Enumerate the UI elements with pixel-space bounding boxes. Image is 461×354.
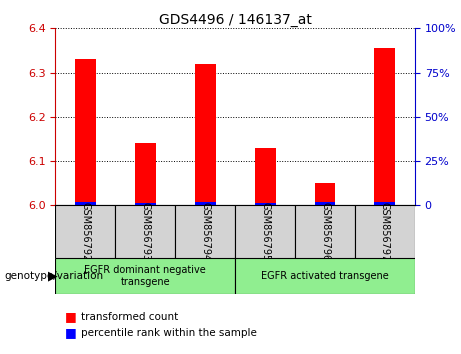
- Text: GSM856796: GSM856796: [320, 202, 330, 262]
- FancyBboxPatch shape: [355, 205, 415, 258]
- Bar: [75, 202, 96, 205]
- Bar: [254, 203, 276, 205]
- Bar: [314, 183, 336, 205]
- Text: EGFR activated transgene: EGFR activated transgene: [261, 271, 389, 281]
- Bar: [135, 143, 156, 205]
- Text: GSM856792: GSM856792: [80, 202, 90, 262]
- Text: transformed count: transformed count: [81, 312, 178, 322]
- FancyBboxPatch shape: [175, 205, 235, 258]
- Bar: [135, 203, 156, 205]
- Text: ■: ■: [65, 310, 76, 323]
- FancyBboxPatch shape: [235, 205, 295, 258]
- Title: GDS4496 / 146137_at: GDS4496 / 146137_at: [159, 13, 312, 27]
- Bar: [374, 202, 396, 205]
- FancyBboxPatch shape: [55, 258, 235, 294]
- Text: GSM856793: GSM856793: [140, 202, 150, 262]
- FancyBboxPatch shape: [235, 258, 415, 294]
- FancyBboxPatch shape: [295, 205, 355, 258]
- FancyBboxPatch shape: [55, 205, 115, 258]
- Bar: [374, 48, 396, 205]
- Text: GSM856797: GSM856797: [380, 202, 390, 262]
- Bar: [254, 148, 276, 205]
- Bar: [195, 202, 216, 205]
- Text: GSM856794: GSM856794: [200, 202, 210, 262]
- Bar: [314, 202, 336, 205]
- Text: percentile rank within the sample: percentile rank within the sample: [81, 328, 257, 338]
- Text: ■: ■: [65, 326, 76, 339]
- Text: GSM856795: GSM856795: [260, 202, 270, 262]
- FancyBboxPatch shape: [115, 205, 175, 258]
- Text: ▶: ▶: [48, 270, 58, 282]
- Text: EGFR dominant negative
transgene: EGFR dominant negative transgene: [84, 265, 206, 287]
- Bar: [195, 64, 216, 205]
- Text: genotype/variation: genotype/variation: [5, 271, 104, 281]
- Bar: [75, 59, 96, 205]
